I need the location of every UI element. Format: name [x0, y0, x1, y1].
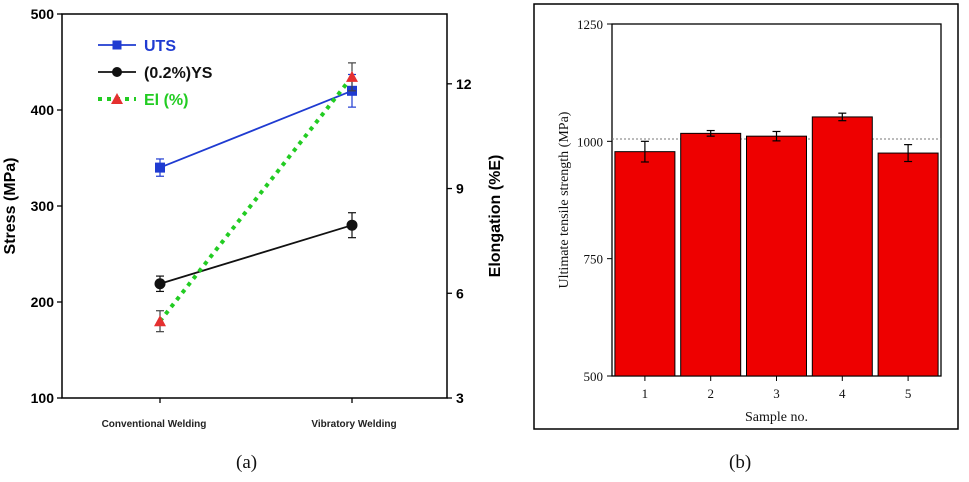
y-tick-label: 500: [584, 369, 604, 384]
x-tick-label: Vibratory Welding: [311, 419, 396, 430]
bar-5: [877, 152, 939, 377]
marker-circle: [346, 219, 358, 231]
x-tick-label: 2: [707, 386, 714, 401]
legend-marker-triangle: [111, 93, 123, 104]
right-tick-label: 12: [456, 76, 472, 92]
caption-b: (b): [729, 452, 752, 473]
bar-4: [811, 116, 873, 377]
x-tick-label: 3: [773, 386, 780, 401]
x-tick-label: 5: [905, 386, 912, 401]
outer-frame: [533, 3, 959, 430]
legend-label-0: UTS: [144, 38, 176, 55]
marker-square: [155, 162, 165, 173]
left-tick-label: 200: [31, 294, 55, 310]
left-tick-label: 500: [31, 6, 55, 22]
right-axis-title: Elongation (%E): [487, 155, 504, 278]
right-tick-label: 6: [456, 285, 464, 301]
y-axis-title: Ultimate tensile strength (MPa): [557, 111, 572, 288]
caption-a: (a): [236, 452, 258, 473]
bar-3: [746, 135, 807, 377]
bar-2: [680, 132, 742, 377]
legend-label-1: (0.2%)YS: [144, 65, 213, 82]
left-tick-label: 400: [31, 102, 55, 118]
series-line-0: [159, 89, 353, 169]
x-tick-label: 1: [642, 386, 649, 401]
marker-triangle: [154, 315, 166, 327]
series-line-1: [159, 224, 353, 285]
x-tick-label: Conventional Welding: [102, 419, 207, 430]
x-axis-title: Sample no.: [745, 410, 808, 425]
series-line-2: [158, 75, 354, 323]
legend-marker-square: [112, 40, 122, 50]
x-tick-label: 4: [839, 386, 846, 401]
right-tick-label: 9: [456, 181, 464, 197]
left-tick-label: 300: [31, 198, 55, 214]
legend-marker-circle: [112, 67, 122, 77]
marker-triangle: [346, 70, 358, 82]
right-tick-label: 3: [456, 390, 464, 406]
left-tick-label: 100: [31, 390, 55, 406]
chart-a: 100 200 300 400 500 3 6 9 12 Conventional Welding…: [2, 6, 504, 430]
marker-circle: [154, 278, 166, 290]
legend-label-2: El (%): [144, 92, 188, 109]
y-tick-label: 750: [584, 252, 604, 267]
y-tick-label: 1250: [577, 17, 603, 32]
left-axis-title: Stress (MPa): [2, 158, 19, 255]
chart-b: 500 750 1000 1250 1 2 3 4 5 Sample no. Ultimate te…: [533, 3, 959, 430]
bar-1: [614, 151, 676, 377]
y-tick-label: 1000: [577, 134, 603, 149]
